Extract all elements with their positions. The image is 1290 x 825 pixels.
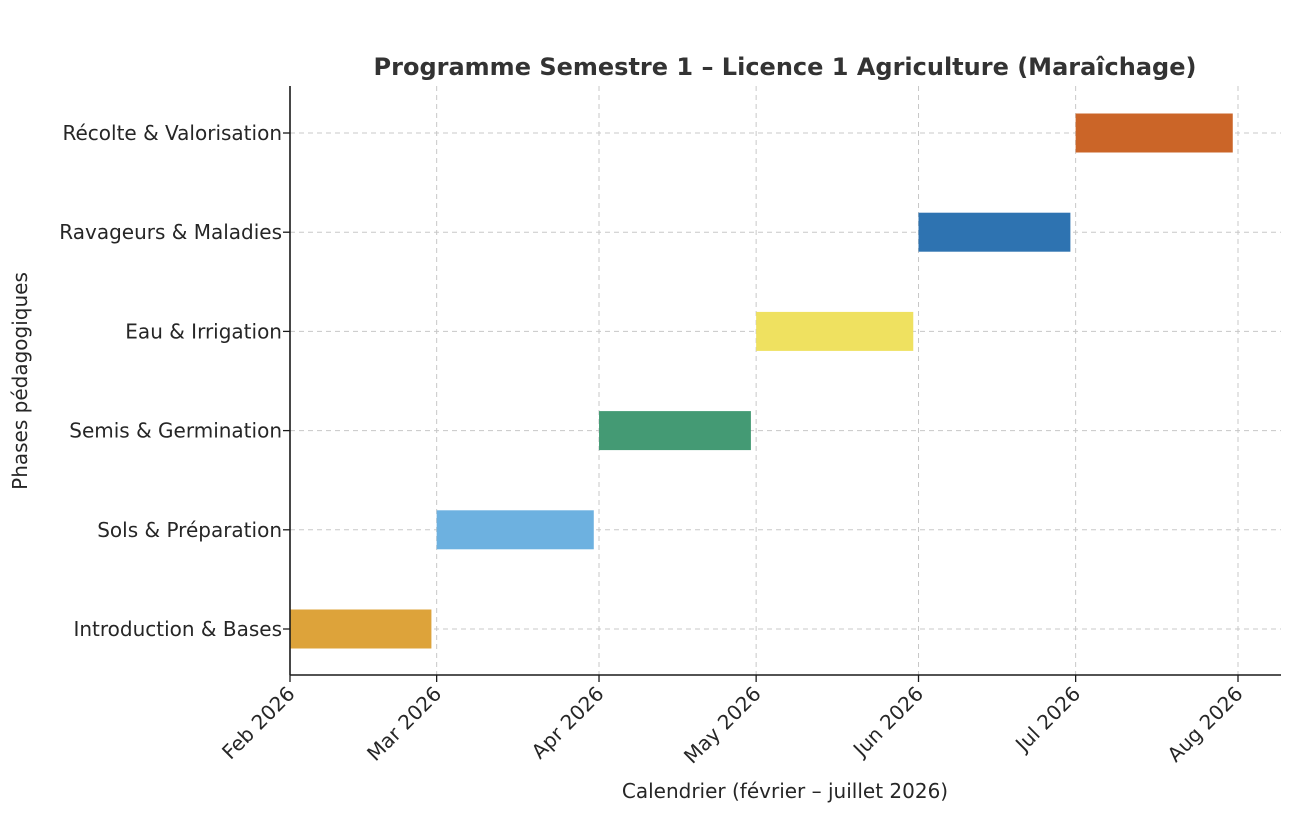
y-tick-label: Sols & Préparation [97,518,282,542]
x-tick-label: Mar 2026 [362,682,446,766]
task-bar [1075,113,1233,153]
y-axis-label: Phases pédagogiques [8,272,32,490]
y-tick-label: Introduction & Bases [73,617,282,641]
chart-title: Programme Semestre 1 – Licence 1 Agricul… [374,53,1197,81]
x-tick-label: Feb 2026 [217,682,299,764]
task-bar [599,411,751,451]
task-bars [290,113,1233,649]
task-bar [918,212,1071,252]
x-tick-label: Jun 2026 [847,682,928,763]
grid-lines [289,86,1281,675]
x-axis-label: Calendrier (février – juillet 2026) [622,779,948,803]
x-tick-label: Jul 2026 [1009,682,1085,758]
y-tick-label: Semis & Germination [69,419,282,443]
task-bar [756,311,914,351]
x-tick-label: Aug 2026 [1162,682,1247,767]
x-tick-labels: Feb 2026 Mar 2026 Apr 2026 May 2026 Jun 2026… [217,675,1248,769]
y-tick-labels: Introduction & Bases Sols & Préparation Se… [59,121,290,641]
task-bar [436,510,594,550]
y-tick-label: Récolte & Valorisation [63,121,283,145]
x-tick-label: May 2026 [679,682,766,769]
y-tick-label: Ravageurs & Maladies [59,220,282,244]
task-bar [290,609,432,649]
y-tick-label: Eau & Irrigation [125,319,282,343]
x-tick-label: Apr 2026 [527,682,609,764]
